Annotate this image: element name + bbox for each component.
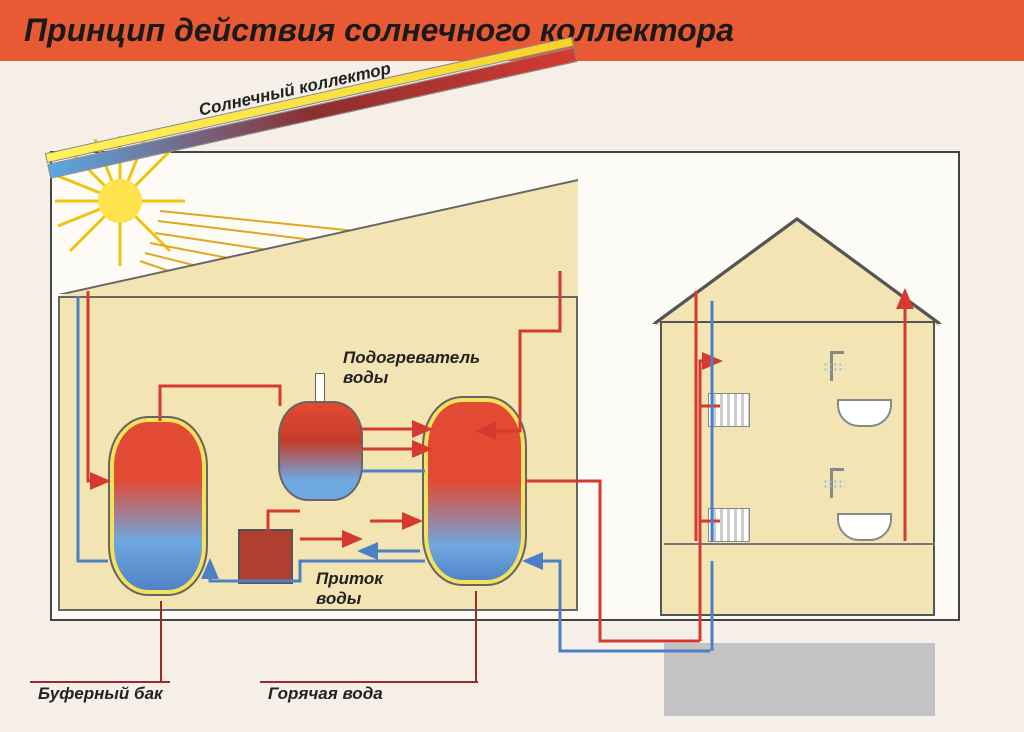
buffer-tank xyxy=(108,416,208,596)
radiator-icon xyxy=(708,508,750,542)
radiator-icon xyxy=(708,393,750,427)
heater-rod-icon xyxy=(315,373,325,403)
shower-icon xyxy=(830,351,844,381)
inflow-label: Притокводы xyxy=(316,569,383,609)
bathtub-icon xyxy=(837,513,892,541)
aux-heater-box xyxy=(238,529,293,584)
water-heater-tank xyxy=(278,401,363,501)
heater-label: Подогревательводы xyxy=(343,348,480,388)
house xyxy=(660,221,935,616)
bathtub-icon xyxy=(837,399,892,427)
buffer-leader-h xyxy=(30,681,170,683)
page-title: Принцип действия солнечного коллектора xyxy=(24,12,1000,49)
shower-icon xyxy=(830,468,844,498)
buffer-tank-label: Буферный бак xyxy=(38,684,163,704)
house-body xyxy=(660,321,935,616)
house-roof xyxy=(654,221,940,326)
buffer-leader-line xyxy=(160,601,162,681)
hot-leader-line xyxy=(475,591,477,681)
hot-water-label: Горячая вода xyxy=(268,684,383,704)
hot-water-tank xyxy=(422,396,527,586)
diagram-canvas: Солнечный коллектор xyxy=(0,61,1024,731)
house-floor-divider xyxy=(664,543,935,545)
hot-leader-h xyxy=(260,681,478,683)
plant-roof xyxy=(58,181,578,296)
house-basement xyxy=(664,643,935,716)
